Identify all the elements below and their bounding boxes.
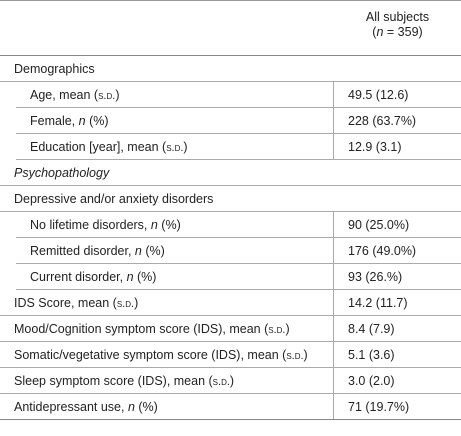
row-label: Sleep symptom score (IDS), mean (s.d.): [0, 374, 333, 388]
table-row: Current disorder, n (%) 93 (26.%): [16, 264, 461, 290]
table-row: No lifetime disorders, n (%) 90 (25.0%): [16, 212, 461, 238]
table-row: Remitted disorder, n (%) 176 (49.0%): [16, 238, 461, 264]
row-label: Age, mean (s.d.): [16, 88, 333, 102]
text-segment: n: [134, 243, 142, 258]
row-label: Mood/Cognition symptom score (IDS), mean…: [0, 322, 333, 336]
row-value: 90 (25.0%): [333, 212, 461, 237]
row-value: 49.5 (12.6): [333, 82, 461, 107]
text-segment: ): [285, 321, 290, 336]
text-segment: ): [229, 373, 235, 388]
table-row: Age, mean (s.d.) 49.5 (12.6): [16, 82, 461, 108]
table-body: Demographics Age, mean (s.d.) 49.5 (12.6) F…: [0, 56, 461, 420]
text-segment: ): [115, 87, 120, 102]
text-segment: s.d.: [212, 375, 230, 388]
text-segment: (%): [134, 399, 158, 414]
row-value: 71 (19.7%): [333, 394, 461, 419]
row-value: 228 (63.7%): [333, 108, 461, 133]
table-row: Demographics: [0, 56, 461, 82]
text-segment: Age, mean (: [30, 87, 99, 102]
row-label: Psychopathology: [0, 166, 461, 180]
row-label: Demographics: [0, 62, 461, 76]
text-segment: Remitted disorder,: [30, 243, 135, 258]
row-value: 3.0 (2.0): [333, 368, 461, 393]
table-row: Sleep symptom score (IDS), mean (s.d.) 3.…: [0, 368, 461, 394]
table-header: All subjects (n = 359): [0, 1, 461, 56]
text-segment: n: [126, 269, 134, 284]
row-label: Somatic/vegetative symptom score (IDS), …: [0, 348, 333, 362]
table-row: Psychopathology: [0, 160, 461, 186]
row-label: IDS Score, mean (s.d.): [0, 296, 333, 310]
text-segment: n: [376, 25, 384, 39]
text-segment: IDS Score, mean (: [14, 295, 117, 310]
table-row: Antidepressant use, n (%) 71 (19.7%): [0, 394, 461, 420]
row-label: Remitted disorder, n (%): [16, 244, 333, 258]
text-segment: ): [134, 295, 139, 310]
table-row: IDS Score, mean (s.d.) 14.2 (11.7): [0, 290, 461, 316]
text-segment: ): [183, 139, 188, 154]
text-segment: s.d.: [286, 349, 304, 362]
text-segment: (: [372, 25, 377, 39]
text-segment: ): [303, 347, 308, 362]
text-segment: Psychopathology: [14, 165, 110, 180]
table-row: Somatic/vegetative symptom score (IDS), …: [0, 342, 461, 368]
text-segment: s.d.: [268, 323, 286, 336]
row-label: Current disorder, n (%): [16, 270, 333, 284]
row-label: No lifetime disorders, n (%): [16, 218, 333, 232]
text-segment: s.d.: [98, 89, 116, 102]
row-value: 14.2 (11.7): [333, 290, 461, 315]
text-segment: n: [150, 217, 158, 232]
table-row: Female, n (%) 228 (63.7%): [16, 108, 461, 134]
text-segment: Sleep symptom score (IDS), mean (: [14, 373, 213, 388]
row-label: Antidepressant use, n (%): [0, 400, 333, 414]
text-segment: s.d.: [116, 297, 135, 310]
text-segment: n: [127, 399, 135, 414]
row-value: 93 (26.%): [333, 264, 461, 289]
text-segment: Depressive and/or anxiety disorders: [14, 191, 214, 206]
text-segment: Mood/Cognition symptom score (IDS), mean…: [14, 321, 269, 336]
text-segment: Current disorder,: [30, 269, 127, 284]
text-segment: Somatic/vegetative symptom score (IDS), …: [14, 347, 287, 362]
text-segment: No lifetime disorders,: [30, 217, 151, 232]
column-header: All subjects (n = 359): [334, 1, 461, 55]
text-segment: Female,: [30, 113, 79, 128]
text-segment: n: [78, 113, 86, 128]
text-segment: Education [year], mean (: [30, 139, 167, 154]
table-row: Education [year], mean (s.d.) 12.9 (3.1): [16, 134, 461, 160]
row-value: 5.1 (3.6): [333, 342, 461, 367]
table-row: Mood/Cognition symptom score (IDS), mean…: [0, 316, 461, 342]
row-value: 176 (49.0%): [333, 238, 461, 263]
row-label: Education [year], mean (s.d.): [16, 140, 333, 154]
text-segment: = 359): [383, 25, 423, 39]
column-title: All subjects: [365, 10, 430, 24]
text-segment: (%): [157, 217, 181, 232]
row-value: 12.9 (3.1): [333, 134, 461, 159]
row-label: Depressive and/or anxiety disorders: [0, 192, 461, 206]
text-segment: (%): [133, 269, 157, 284]
table-row: Depressive and/or anxiety disorders: [0, 186, 461, 212]
text-segment: (%): [141, 243, 165, 258]
text-segment: s.d.: [166, 141, 184, 154]
text-segment: Demographics: [14, 61, 95, 76]
table: All subjects (n = 359) Demographics Age, …: [0, 0, 461, 420]
text-segment: (%): [85, 113, 109, 128]
row-label: Female, n (%): [16, 114, 333, 128]
text-segment: Antidepressant use,: [14, 399, 128, 414]
row-value: 8.4 (7.9): [333, 316, 461, 341]
column-subtitle: (n = 359): [334, 25, 461, 40]
